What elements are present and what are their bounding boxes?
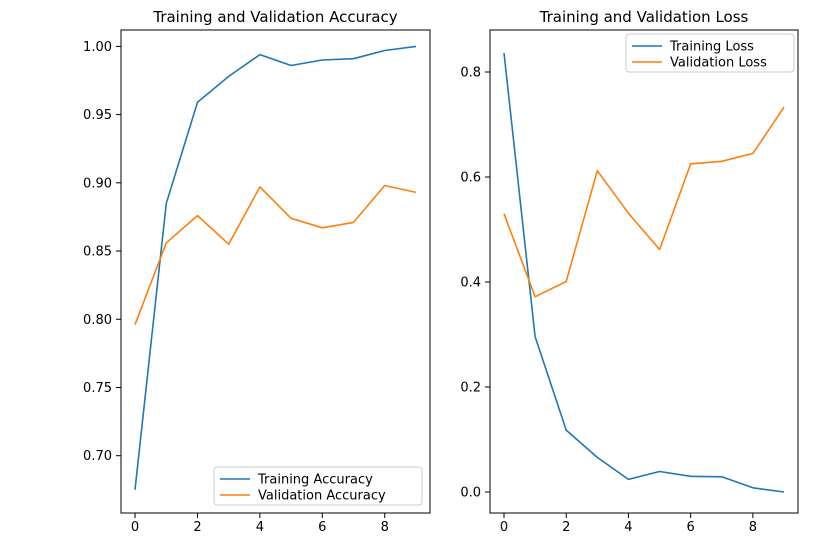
legend-label-validation-loss: Validation Loss (670, 56, 767, 71)
accuracy-y-tick-label: 0.90 (83, 176, 112, 191)
loss-x-ticks: 0 2 4 6 8 (500, 513, 757, 535)
accuracy-y-tick-label: 0.75 (83, 381, 112, 396)
loss-legend-box (625, 33, 795, 73)
loss-y-tick-label: 0.8 (460, 66, 481, 81)
loss-x-tick-label: 6 (687, 520, 695, 535)
loss-y-tick-label: 0.2 (460, 381, 481, 396)
series-line-training-loss (503, 53, 785, 493)
accuracy-x-tick-label: 8 (381, 520, 389, 535)
loss-x-tick-label: 0 (500, 520, 508, 535)
accuracy-x-tick-label: 0 (131, 520, 139, 535)
accuracy-y-tick-label: 0.70 (83, 449, 112, 464)
accuracy-legend-box (213, 466, 423, 506)
accuracy-y-tick-label: 0.85 (83, 245, 112, 260)
loss-y-tick-label: 0.0 (460, 486, 481, 501)
legend-label-validation-accuracy: Validation Accuracy (258, 489, 386, 504)
loss-y-tick-label: 0.4 (460, 276, 481, 291)
loss-plot-frame (489, 29, 799, 514)
loss-chart-title: Training and Validation Loss (539, 8, 749, 26)
accuracy-chart-title: Training and Validation Accuracy (152, 8, 397, 26)
loss-x-tick-label: 4 (624, 520, 632, 535)
loss-y-tick-label: 0.6 (460, 171, 481, 186)
series-line-training-accuracy (134, 45, 417, 490)
loss-y-ticks: 0.0 0.2 0.4 0.6 0.8 (460, 66, 490, 501)
legend-label-training-loss: Training Loss (669, 40, 754, 55)
accuracy-series-lines (134, 45, 417, 490)
series-line-validation-loss (503, 106, 785, 298)
loss-legend: Training Loss Validation Loss (625, 33, 795, 73)
accuracy-y-tick-label: 1.00 (83, 40, 112, 55)
loss-series-lines (503, 53, 785, 493)
loss-x-tick-label: 8 (749, 520, 757, 535)
loss-x-tick-label: 2 (562, 520, 570, 535)
accuracy-x-tick-label: 6 (318, 520, 326, 535)
accuracy-y-tick-label: 0.80 (83, 313, 112, 328)
series-line-validation-accuracy (134, 184, 417, 325)
accuracy-y-ticks: 0.70 0.75 0.80 0.85 0.90 0.95 1.00 (83, 40, 121, 464)
accuracy-plot-frame (120, 29, 431, 514)
accuracy-x-ticks: 0 2 4 6 8 (131, 513, 389, 535)
accuracy-x-tick-label: 2 (193, 520, 201, 535)
accuracy-y-tick-label: 0.95 (83, 108, 112, 123)
accuracy-legend: Training Accuracy Validation Accuracy (213, 466, 423, 506)
accuracy-subplot: Training and Validation Accuracy 0 2 4 6 8 0… (83, 8, 431, 535)
legend-label-training-accuracy: Training Accuracy (257, 473, 373, 488)
accuracy-x-tick-label: 4 (256, 520, 264, 535)
